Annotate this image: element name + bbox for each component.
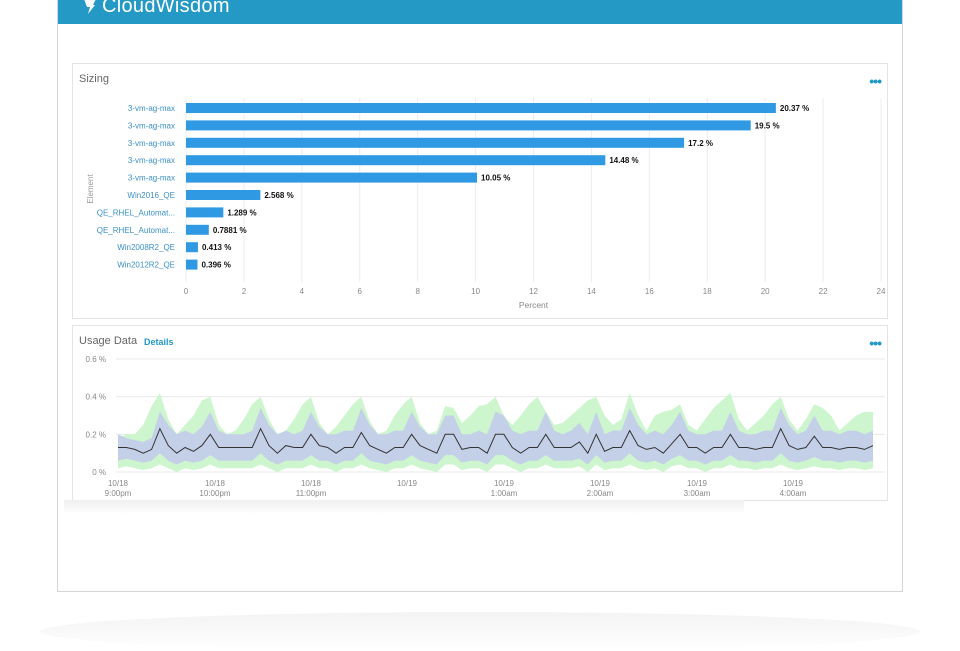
category-label: Win2016_QE (127, 191, 175, 200)
x-tick-label: 10 (471, 287, 480, 296)
x-tick-date: 10/18 (301, 479, 322, 488)
x-tick-date: 10/19 (783, 479, 804, 488)
x-tick-label: 20 (761, 287, 770, 296)
app-window: CloudWisdom Sizing ••• 0 2 4 6 8 10 12 14 16 18 20… (57, 0, 903, 592)
x-tick-label: 14 (587, 287, 596, 296)
x-tick-label: 8 (415, 287, 420, 296)
category-label: QE_RHEL_Automat... (97, 208, 175, 217)
sizing-title: Sizing (79, 73, 109, 85)
bar (186, 137, 685, 148)
y-tick-label: 0 % (92, 468, 106, 477)
x-tick-date: 10/19 (397, 479, 418, 488)
x-tick-label: 4 (300, 287, 305, 296)
x-tick-time: 2:00am (587, 489, 614, 498)
floor-shadow (40, 612, 920, 651)
bar-data-label: 2.568 % (264, 191, 293, 200)
inner-band-area (118, 408, 873, 465)
bar-data-label: 14.48 % (609, 156, 638, 165)
x-tick-label: 2 (242, 287, 247, 296)
panel-shadow (64, 500, 744, 514)
y-tick-label: 0.2 % (86, 430, 106, 439)
sizing-more-button[interactable]: ••• (869, 73, 882, 89)
usage-title: Usage Data (79, 335, 138, 347)
x-tick-label: 6 (358, 287, 363, 296)
category-label: Win2012R2_QE (117, 261, 175, 270)
y-tick-label: 0.4 % (86, 393, 106, 402)
x-tick-date: 10/19 (590, 479, 611, 488)
x-tick-time: 4:00am (780, 489, 807, 498)
x-tick-time: 11:00pm (296, 489, 327, 498)
x-tick-label: 0 (184, 287, 189, 296)
category-label: 3-vm-ag-max (128, 156, 175, 165)
bar (186, 224, 209, 235)
x-tick-date: 10/19 (494, 479, 515, 488)
bar-data-label: 0.7881 % (213, 226, 247, 235)
bar (186, 120, 751, 131)
bar (186, 155, 606, 166)
usage-series-line (118, 427, 874, 455)
category-label: 3-vm-ag-max (128, 121, 175, 130)
bar (186, 259, 198, 270)
bar (186, 207, 224, 218)
x-tick-label: 12 (529, 287, 538, 296)
x-axis-label: Percent (519, 300, 549, 310)
bar-data-label: 0.396 % (201, 261, 230, 270)
x-tick-time: 1:00am (491, 489, 518, 498)
bar (186, 172, 478, 183)
bar-data-label: 1.289 % (227, 208, 256, 217)
category-label: Win2008R2_QE (117, 243, 175, 252)
x-tick-label: 16 (645, 287, 654, 296)
top-bar: CloudWisdom (58, 0, 902, 24)
details-link[interactable]: Details (144, 337, 174, 347)
x-tick-label: 18 (703, 287, 712, 296)
x-tick-time: 9:00pm (105, 489, 132, 498)
usage-chart: 0 %0.2 %0.4 %0.6 %10/189:00pm10/1810:00p… (86, 355, 885, 498)
logo: CloudWisdom (82, 0, 230, 18)
x-tick-time: 3:00am (684, 489, 711, 498)
x-tick-date: 10/19 (687, 479, 708, 488)
x-tick-label: 22 (819, 287, 828, 296)
logo-icon (82, 0, 98, 15)
x-tick-label: 24 (877, 287, 886, 296)
sizing-panel: Sizing ••• 0 2 4 6 8 10 12 14 16 18 20 22 24 Percent E… (72, 63, 888, 319)
logo-text: CloudWisdom (102, 0, 230, 17)
bar-data-label: 0.413 % (202, 243, 231, 252)
bar-data-label: 19.5 % (755, 121, 780, 130)
x-tick-date: 10/18 (108, 479, 129, 488)
bar (186, 190, 261, 200)
category-label: 3-vm-ag-max (128, 139, 175, 148)
bar-data-label: 17.2 % (688, 139, 713, 148)
x-tick-time: 10:00pm (199, 489, 230, 498)
usage-more-button[interactable]: ••• (869, 335, 882, 351)
bar (186, 103, 776, 113)
category-label: 3-vm-ag-max (128, 104, 175, 113)
y-axis-label: Element (86, 174, 95, 204)
bar (186, 242, 198, 253)
category-label: 3-vm-ag-max (128, 174, 175, 183)
x-tick-date: 10/18 (205, 479, 226, 488)
y-tick-label: 0.6 % (86, 355, 106, 364)
bar-data-label: 20.37 % (780, 104, 809, 113)
usage-panel: Usage Data Details ••• 0 % 0.2 % 0.4 % 0.6 … (72, 325, 888, 501)
category-label: QE_RHEL_Automat... (97, 226, 175, 235)
sizing-chart: 0 2 4 6 8 10 12 14 16 18 20 22 24PercentElement3-vm-… (86, 98, 886, 310)
bar-data-label: 10.05 % (481, 174, 510, 183)
